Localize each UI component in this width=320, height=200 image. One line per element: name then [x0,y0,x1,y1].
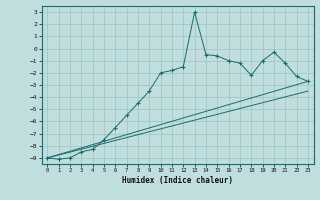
X-axis label: Humidex (Indice chaleur): Humidex (Indice chaleur) [122,176,233,185]
